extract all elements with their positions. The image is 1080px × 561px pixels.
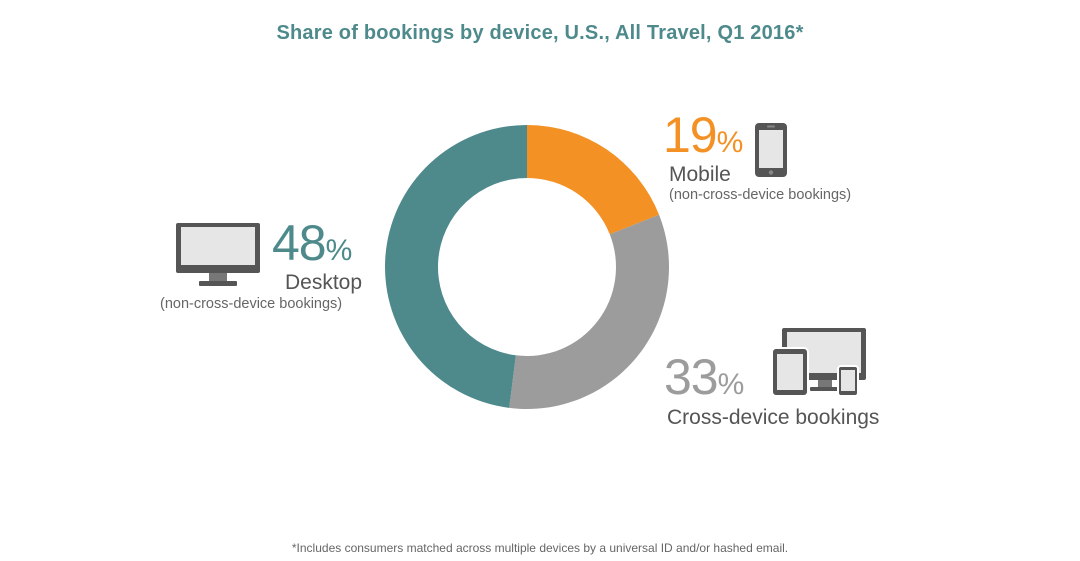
mobile-percent-value: 19 bbox=[663, 107, 718, 163]
chart-title: Share of bookings by device, U.S., All T… bbox=[276, 22, 804, 44]
cross-device-slice bbox=[509, 214, 669, 409]
desktop-slice bbox=[384, 125, 527, 408]
cross-device-name-label: Cross-device bookings bbox=[667, 406, 880, 429]
cross-device-percent-label: 33% bbox=[664, 352, 744, 402]
mobile-slice bbox=[527, 125, 660, 235]
desktop-monitor-icon bbox=[176, 223, 260, 286]
donut-chart bbox=[384, 125, 669, 409]
mobile-percent-label: 19% bbox=[663, 110, 743, 160]
desktop-percent-value: 48 bbox=[272, 215, 327, 271]
mobile-name-label: Mobile bbox=[669, 163, 731, 186]
desktop-name-label: Desktop bbox=[285, 271, 363, 294]
footnote: *Includes consumers matched across multi… bbox=[291, 541, 789, 555]
smartphone-icon bbox=[755, 123, 787, 177]
cross-device-percent-symbol: % bbox=[717, 368, 745, 401]
mobile-percent-symbol: % bbox=[716, 126, 744, 159]
cross-device-percent-value: 33 bbox=[664, 349, 719, 405]
mobile-note-label: (non-cross-device bookings) bbox=[669, 187, 852, 203]
multi-device-icon bbox=[771, 328, 866, 397]
desktop-note-label: (non-cross-device bookings) bbox=[160, 296, 343, 312]
desktop-percent-symbol: % bbox=[325, 234, 353, 267]
desktop-percent-label: 48% bbox=[272, 218, 352, 268]
